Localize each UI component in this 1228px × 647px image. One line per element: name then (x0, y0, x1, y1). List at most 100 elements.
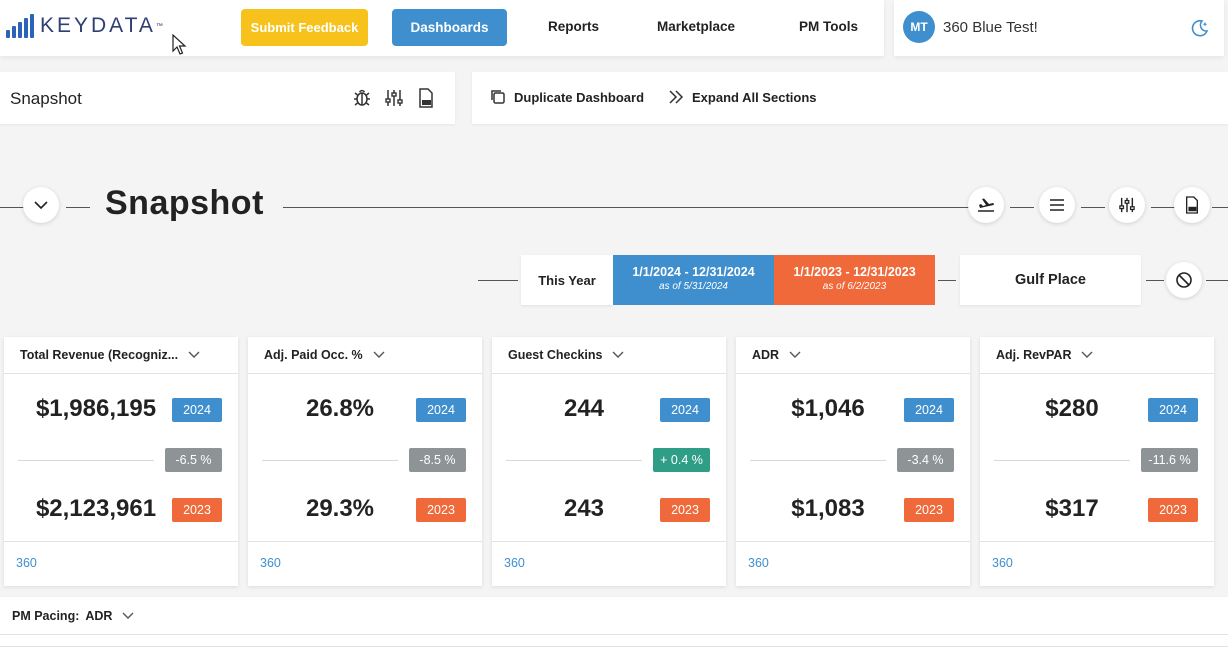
kpi-360-link[interactable]: 360 (992, 556, 1013, 570)
section-divider (1010, 207, 1034, 208)
departures-button[interactable] (968, 187, 1004, 223)
filter-sliders-icon[interactable] (385, 88, 403, 108)
section-pdf-button[interactable] (1174, 187, 1210, 223)
keydata-logo[interactable]: KEYDATA ™ (6, 14, 163, 38)
previous-year-badge: 2023 (660, 498, 710, 522)
kpi-divider (18, 460, 154, 461)
chevron-down-icon[interactable] (188, 351, 200, 359)
kpi-previous-value: 29.3% (305, 495, 375, 522)
bug-icon[interactable] (353, 88, 371, 108)
chevron-down-icon[interactable] (789, 351, 801, 359)
dashboard-actions-bar: Duplicate Dashboard Expand All Sections (472, 72, 1228, 124)
kpi-card-header[interactable]: Total Revenue (Recogniz... (4, 337, 238, 374)
change-badge: -3.4 % (897, 448, 954, 472)
pm-pacing-label: PM Pacing: (12, 609, 80, 623)
expand-all-sections-label: Expand All Sections (692, 89, 817, 105)
range-divider (1206, 280, 1228, 281)
section-filter-button[interactable] (1109, 187, 1145, 223)
kpi-previous-value: $1,083 (791, 495, 865, 522)
previous-year-badge: 2023 (1148, 498, 1198, 522)
clear-filter-button[interactable] (1166, 262, 1202, 298)
kpi-previous-value: $317 (1045, 495, 1099, 522)
kpi-360-link[interactable]: 360 (260, 556, 281, 570)
avatar[interactable]: MT (903, 11, 935, 43)
nav-pm-tools[interactable]: PM Tools (799, 19, 858, 34)
kpi-card-title: ADR (752, 348, 780, 362)
section-menu-button[interactable] (1039, 187, 1075, 223)
kpi-360-link[interactable]: 360 (748, 556, 769, 570)
dark-mode-moon-icon[interactable] (1190, 18, 1210, 38)
kpi-card-adr: ADR $1,046 2024 -3.4 % $1,083 2023 360 (736, 337, 970, 586)
pdf-export-icon (1186, 196, 1198, 214)
double-chevron-right-icon (669, 90, 684, 104)
change-badge: + 0.4 % (653, 448, 710, 472)
kpi-card-header[interactable]: Adj. Paid Occ. % (248, 337, 482, 374)
logo-trademark: ™ (155, 22, 163, 30)
current-date-range[interactable]: 1/1/2024 - 12/31/2024 as of 5/31/2024 (613, 255, 774, 305)
chevron-down-icon[interactable] (1081, 351, 1093, 359)
nav-dashboards[interactable]: Dashboards (392, 9, 507, 46)
kpi-card-title: Adj. Paid Occ. % (264, 348, 363, 362)
nav-reports[interactable]: Reports (548, 19, 600, 34)
mouse-cursor-icon (172, 34, 187, 55)
nav-marketplace[interactable]: Marketplace (657, 19, 736, 34)
filter-sliders-icon (1119, 197, 1135, 213)
kpi-footer-divider (492, 541, 726, 542)
kpi-card-title: Adj. RevPAR (996, 348, 1072, 362)
kpi-360-link[interactable]: 360 (16, 556, 37, 570)
kpi-current-value: 26.8% (305, 395, 375, 422)
period-selector[interactable]: This Year (521, 255, 613, 305)
kpi-current-value: $280 (1045, 395, 1099, 422)
current-range-text: 1/1/2024 - 12/31/2024 (632, 265, 755, 279)
kpi-360-link[interactable]: 360 (504, 556, 525, 570)
section-title: Snapshot (105, 184, 264, 222)
change-badge: -8.5 % (409, 448, 466, 472)
kpi-card-adj-paid-occ: Adj. Paid Occ. % 26.8% 2024 -8.5 % 29.3%… (248, 337, 482, 586)
kpi-card-header[interactable]: ADR (736, 337, 970, 374)
kpi-divider (750, 460, 886, 461)
user-name[interactable]: 360 Blue Test! (943, 19, 1038, 36)
previous-year-badge: 2023 (172, 498, 222, 522)
kpi-current-value: $1,986,195 (35, 395, 157, 422)
current-as-of-text: as of 5/31/2024 (659, 281, 728, 292)
range-divider (1146, 280, 1164, 281)
current-year-badge: 2024 (416, 398, 466, 422)
pm-pacing-selector[interactable]: PM Pacing: ADR (12, 609, 134, 623)
top-nav-bar: KEYDATA ™ Submit Feedback Dashboards Repo… (0, 0, 884, 56)
kpi-current-value: 244 (563, 395, 605, 422)
previous-date-range[interactable]: 1/1/2023 - 12/31/2023 as of 6/2/2023 (774, 255, 935, 305)
kpi-footer-divider (4, 541, 238, 542)
submit-feedback-button[interactable]: Submit Feedback (241, 9, 368, 46)
hamburger-menu-icon (1050, 199, 1064, 211)
change-badge: -11.6 % (1141, 448, 1198, 472)
expand-all-sections-button[interactable]: Expand All Sections (668, 89, 817, 105)
logo-text: KEYDATA (40, 14, 156, 37)
section-divider (1212, 207, 1228, 208)
kpi-footer-divider (980, 541, 1214, 542)
block-icon (1176, 272, 1192, 288)
section-divider (283, 207, 969, 208)
kpi-divider (994, 460, 1130, 461)
current-year-badge: 2024 (172, 398, 222, 422)
section-divider (0, 207, 24, 208)
chevron-down-icon (122, 612, 134, 619)
property-selector[interactable]: Gulf Place (960, 255, 1141, 305)
kpi-divider (506, 460, 642, 461)
kpi-previous-value: 243 (563, 495, 605, 522)
kpi-card-header[interactable]: Adj. RevPAR (980, 337, 1214, 374)
user-bar: MT 360 Blue Test! (894, 0, 1224, 56)
duplicate-dashboard-button[interactable]: Duplicate Dashboard (490, 89, 644, 105)
duplicate-dashboard-label: Duplicate Dashboard (514, 89, 645, 105)
chevron-down-icon[interactable] (612, 351, 624, 359)
chevron-down-icon[interactable] (373, 351, 385, 359)
pdf-export-icon[interactable] (417, 88, 435, 108)
range-divider (478, 280, 518, 281)
dashboard-toolbar: Snapshot (0, 72, 455, 124)
previous-range-text: 1/1/2023 - 12/31/2023 (793, 265, 916, 279)
range-divider (938, 280, 956, 281)
kpi-card-header[interactable]: Guest Checkins (492, 337, 726, 374)
section-divider (1081, 207, 1105, 208)
logo-bars-icon (6, 14, 34, 38)
plane-icon (978, 198, 994, 212)
collapse-section-button[interactable] (23, 187, 59, 223)
